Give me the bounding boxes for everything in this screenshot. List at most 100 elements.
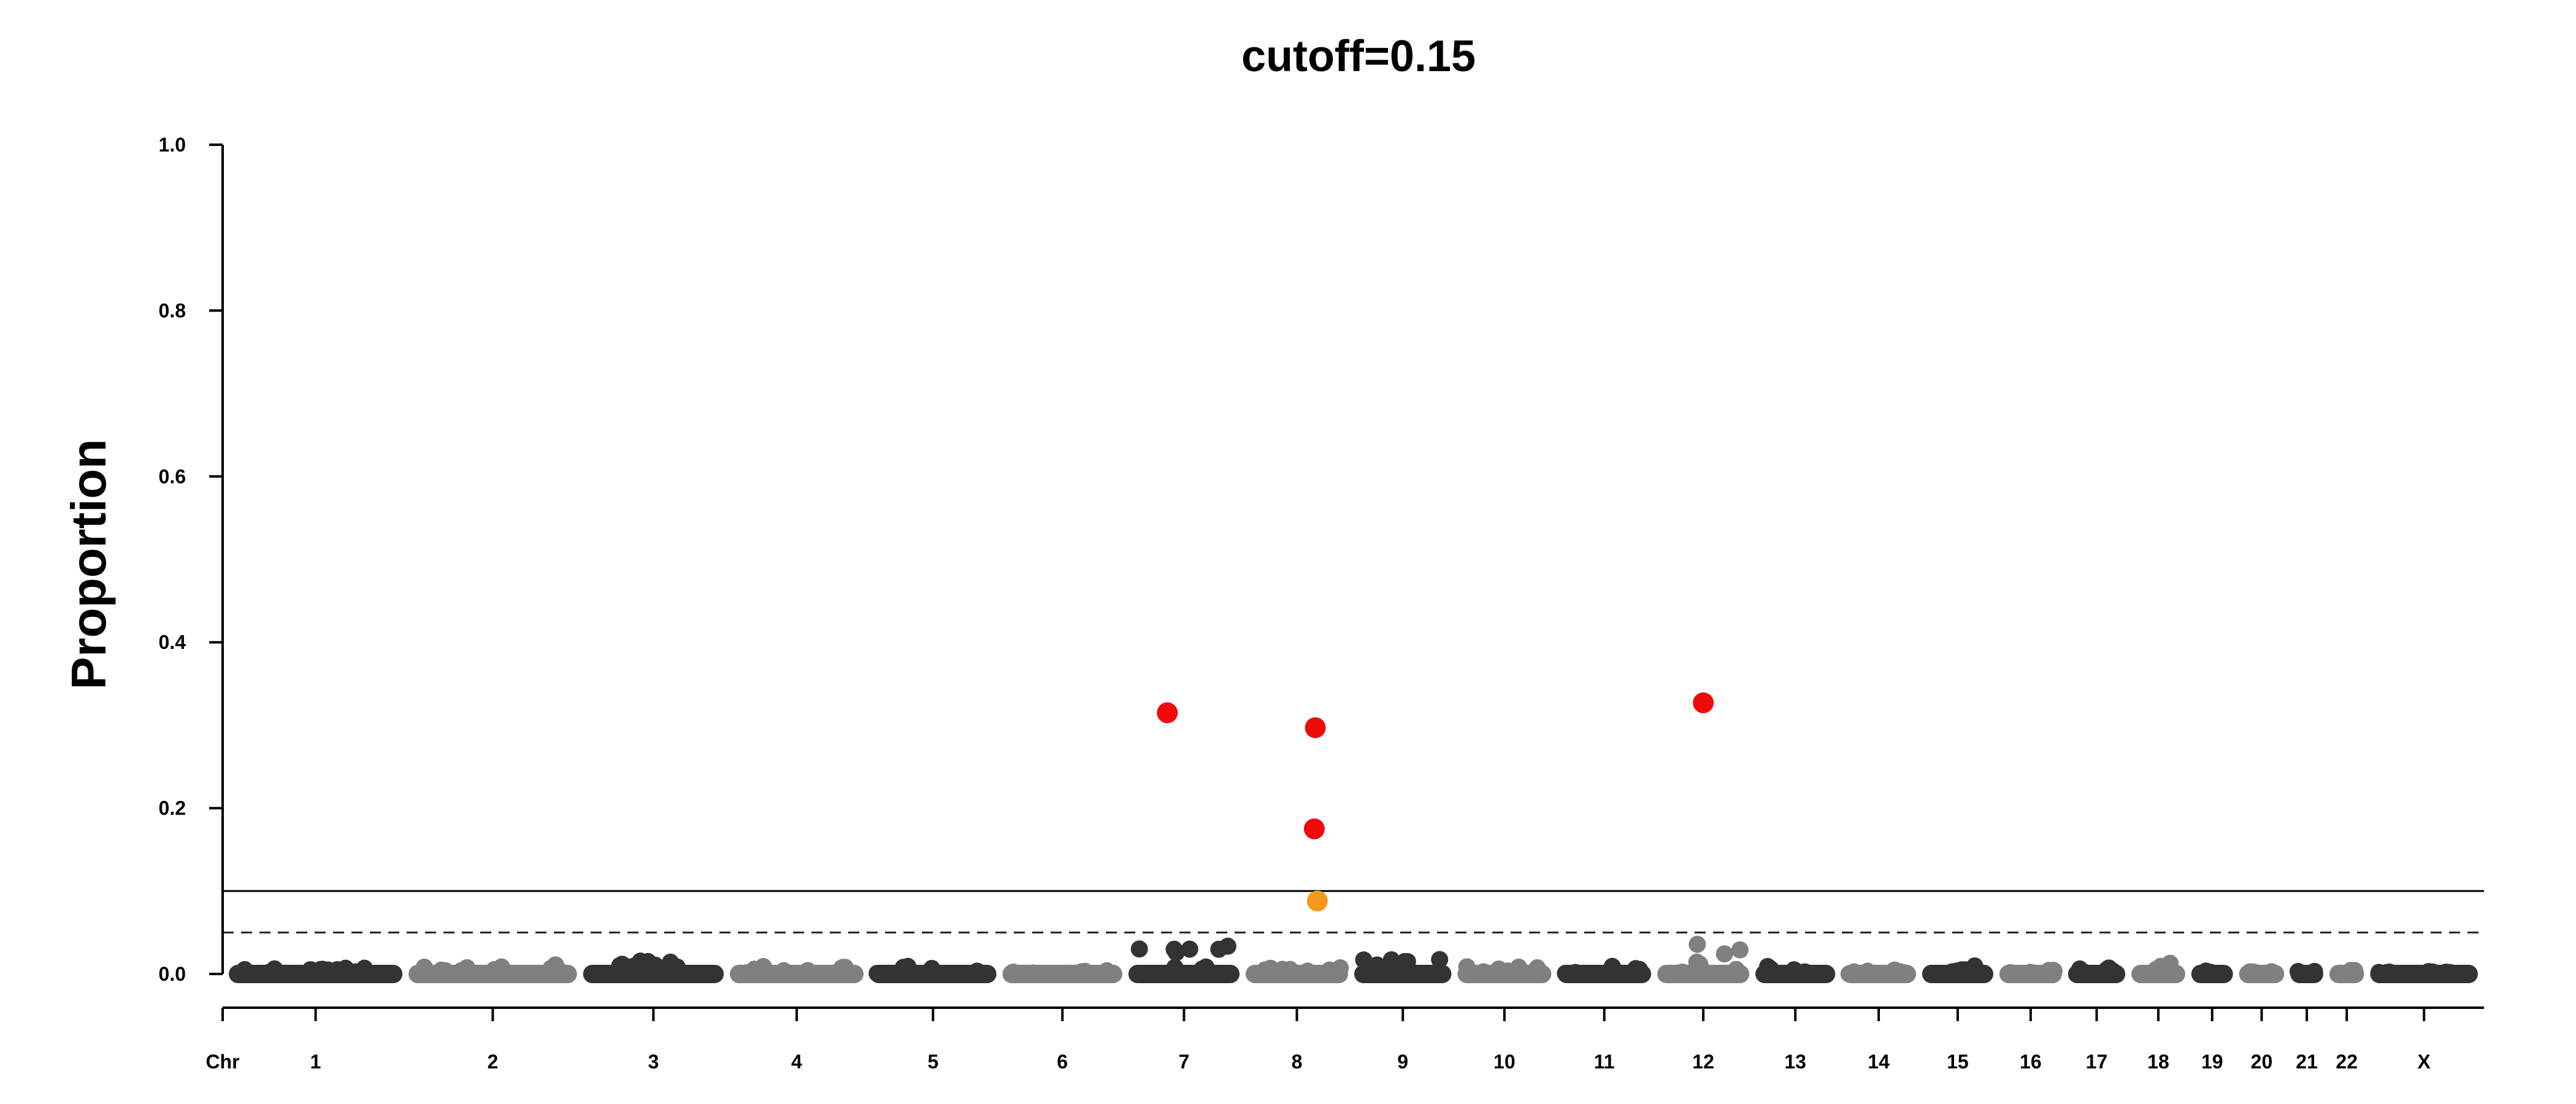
background-point [1715, 945, 1733, 963]
background-point [1891, 963, 1909, 981]
x-tick-label-chr-12: 12 [1692, 1051, 1714, 1073]
highlighted-points [1157, 692, 1714, 912]
x-axis-chr-label: Chr [205, 1051, 239, 1073]
background-point [1256, 961, 1274, 979]
background-point [2306, 962, 2323, 980]
background-point [485, 961, 503, 979]
background-point [2100, 959, 2118, 977]
background-point [868, 965, 886, 983]
reference-lines [223, 890, 2484, 933]
background-point [1298, 962, 1316, 980]
x-tick-label-chr-17: 17 [2086, 1051, 2108, 1073]
highlighted-point-chr-12 [1693, 692, 1714, 713]
background-point [1510, 958, 1528, 976]
x-tick-label-chr-19: 19 [2201, 1051, 2223, 1073]
highlighted-point-chr-8 [1306, 891, 1328, 912]
y-axis-label: Proportion [61, 439, 116, 690]
background-point [2258, 964, 2276, 982]
y-tick-label: 0.8 [159, 299, 186, 321]
background-point [1858, 962, 1876, 980]
x-tick-label-chr-7: 7 [1179, 1051, 1190, 1073]
background-point [1165, 940, 1183, 958]
background-band-chr-7 [1128, 965, 1240, 983]
background-point [337, 959, 355, 977]
x-tick-label-chr-9: 9 [1397, 1051, 1408, 1073]
background-point [1528, 959, 1546, 976]
x-tick-label-chr-18: 18 [2147, 1051, 2169, 1073]
background-point [1458, 958, 1476, 976]
background-point [1005, 963, 1022, 981]
background-point [970, 965, 988, 983]
background-point [1431, 951, 1449, 968]
background-point [236, 960, 253, 978]
x-tick-label-chr-14: 14 [1868, 1051, 1890, 1073]
x-tick-label-chr-16: 16 [2020, 1051, 2042, 1073]
highlighted-point-chr-8 [1303, 818, 1325, 840]
highlighted-point-chr-7 [1157, 702, 1178, 724]
background-point [1731, 941, 1749, 959]
x-tick-label-chr-2: 2 [488, 1051, 499, 1073]
y-tick-label: 0.4 [159, 631, 186, 653]
background-point [626, 957, 643, 975]
background-point [669, 958, 686, 976]
y-tick-label: 0.2 [159, 797, 186, 819]
chart-title: cutoff=0.15 [1241, 32, 1476, 81]
background-point [1631, 960, 1649, 978]
x-tick-label-chr-15: 15 [1947, 1051, 1969, 1073]
highlighted-point-chr-8 [1305, 717, 1326, 738]
background-point [1688, 953, 1706, 971]
background-point [1076, 962, 1094, 980]
x-tick-label-chr-X: X [2418, 1051, 2431, 1073]
x-tick-label-chr-21: 21 [2296, 1051, 2318, 1073]
background-point [1474, 963, 1492, 981]
background-point [2289, 962, 2307, 980]
background-point [549, 960, 567, 978]
background-point [2021, 964, 2039, 981]
background-point [646, 956, 664, 974]
background-point [2420, 963, 2437, 981]
background-point [894, 959, 912, 976]
background-point [1674, 964, 1692, 981]
background-point [1785, 961, 1803, 979]
background-point [1355, 951, 1373, 969]
background-point [923, 964, 941, 982]
background-point [1219, 937, 1236, 955]
background-point [1181, 940, 1198, 958]
background-point [2437, 964, 2455, 981]
background-point [1321, 961, 1338, 979]
x-tick-label-chr-5: 5 [927, 1051, 938, 1073]
x-tick-label-chr-13: 13 [1784, 1051, 1806, 1073]
background-point [776, 965, 794, 983]
background-point [1060, 964, 1078, 982]
x-tick-label-chr-6: 6 [1057, 1051, 1068, 1073]
background-point [415, 958, 433, 976]
background-point [1846, 963, 1863, 981]
background-point [2152, 957, 2170, 975]
background-point [1727, 960, 1745, 978]
background-point [1024, 964, 1042, 982]
background-point [2044, 962, 2062, 979]
y-tick-label: 1.0 [159, 134, 186, 156]
background-point [745, 960, 763, 978]
background-point [319, 961, 337, 979]
background-point [2378, 964, 2396, 981]
x-tick-label-chr-11: 11 [1594, 1051, 1615, 1073]
background-point [2002, 964, 2020, 981]
background-point [460, 962, 478, 980]
y-tick-label: 0.6 [159, 466, 186, 488]
x-tick-label-chr-3: 3 [648, 1051, 659, 1073]
background-point [2342, 962, 2359, 979]
background-points [229, 935, 2478, 983]
background-point [837, 959, 854, 976]
background-point [266, 960, 283, 978]
background-point [799, 962, 816, 979]
background-point [356, 959, 374, 977]
background-point [2241, 963, 2259, 981]
x-tick-label-chr-20: 20 [2251, 1051, 2273, 1073]
background-point [1566, 964, 1584, 981]
background-point [1197, 958, 1215, 976]
y-tick-label: 0.0 [159, 963, 186, 985]
